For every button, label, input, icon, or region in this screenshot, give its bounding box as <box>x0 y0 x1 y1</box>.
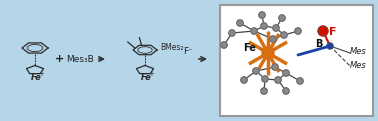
Circle shape <box>253 68 259 74</box>
Circle shape <box>261 23 267 29</box>
Text: Mes: Mes <box>350 46 367 56</box>
Text: +: + <box>54 54 64 64</box>
Text: Fe: Fe <box>31 72 41 82</box>
Circle shape <box>262 47 274 59</box>
Circle shape <box>275 77 281 83</box>
Circle shape <box>229 30 235 36</box>
Circle shape <box>221 42 227 48</box>
Text: F: F <box>329 27 336 37</box>
Text: B: B <box>316 39 323 49</box>
Text: +: + <box>148 71 154 77</box>
Circle shape <box>318 26 328 36</box>
Circle shape <box>283 88 289 94</box>
Text: Fe: Fe <box>141 72 151 82</box>
Text: +: + <box>38 71 44 77</box>
Text: BMes₂: BMes₂ <box>160 44 183 53</box>
Text: Mes: Mes <box>350 61 367 71</box>
Circle shape <box>237 20 243 26</box>
Text: Fe: Fe <box>243 43 256 53</box>
Circle shape <box>295 28 301 34</box>
Circle shape <box>251 28 257 34</box>
Circle shape <box>327 43 333 49</box>
Circle shape <box>281 32 287 38</box>
Circle shape <box>241 77 247 83</box>
Circle shape <box>283 70 289 76</box>
Text: F⁻: F⁻ <box>183 46 193 56</box>
Text: Mes₃B: Mes₃B <box>66 54 94 64</box>
Circle shape <box>272 64 278 70</box>
Circle shape <box>279 15 285 21</box>
Circle shape <box>297 78 303 84</box>
Circle shape <box>270 36 276 42</box>
Circle shape <box>261 88 267 94</box>
FancyBboxPatch shape <box>220 5 373 116</box>
Circle shape <box>273 25 279 31</box>
Circle shape <box>262 76 268 82</box>
Circle shape <box>259 12 265 18</box>
